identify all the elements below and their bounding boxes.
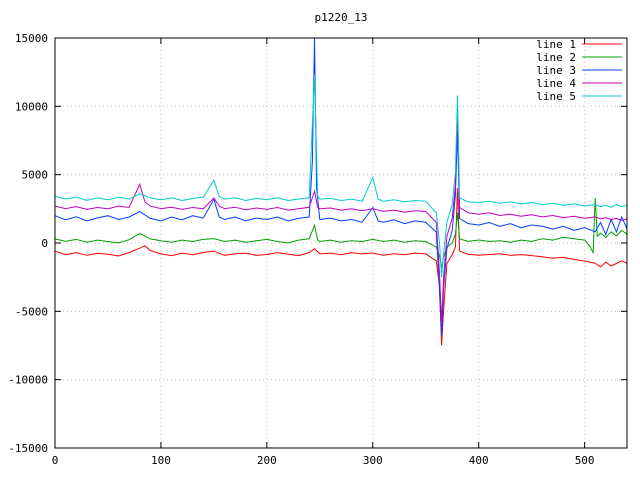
- x-tick-label: 500: [575, 454, 595, 467]
- x-tick-label: 300: [363, 454, 383, 467]
- series-line-2: [54, 197, 628, 268]
- legend-label: line 3: [536, 64, 576, 77]
- y-tick-label: -5000: [15, 305, 48, 318]
- legend-label: line 2: [536, 51, 576, 64]
- axes-and-border: [54, 37, 628, 449]
- plot-border: [54, 37, 628, 449]
- y-tick-label: 15000: [15, 32, 48, 45]
- legend-label: line 4: [536, 77, 576, 90]
- chart-title: p1220_13: [315, 11, 368, 24]
- legend-label: line 1: [536, 38, 576, 51]
- x-tick-label: 200: [257, 454, 277, 467]
- y-tick-label: -15000: [8, 442, 48, 455]
- x-tick-label: 400: [469, 454, 489, 467]
- series-line-5: [54, 74, 628, 278]
- series-line-3: [54, 37, 628, 336]
- x-tick-label: 0: [52, 454, 59, 467]
- data-series: [54, 37, 628, 346]
- tick-labels: 0 100 200 300 400 500 -15000 -10000 -5000 0 5000 10…: [8, 32, 594, 467]
- y-tick-label: 5000: [22, 169, 49, 182]
- legend-label: line 5: [536, 90, 576, 103]
- y-tick-label: -10000: [8, 374, 48, 387]
- series-line-4: [54, 106, 628, 323]
- y-tick-label: 0: [41, 237, 48, 250]
- series-line-1: [54, 188, 628, 346]
- y-tick-label: 10000: [15, 100, 48, 113]
- x-tick-label: 100: [151, 454, 171, 467]
